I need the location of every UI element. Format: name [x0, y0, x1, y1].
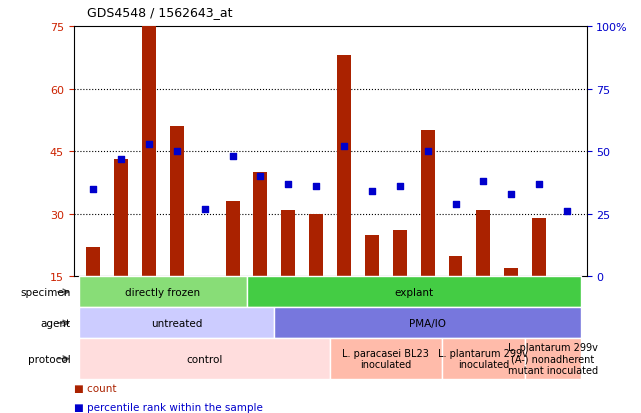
Bar: [442, 339, 525, 379]
Point: [144, 141, 154, 147]
Bar: [365, 235, 379, 277]
Text: directly frozen: directly frozen: [126, 287, 201, 297]
Bar: [525, 339, 581, 379]
Text: untreated: untreated: [151, 318, 203, 328]
Bar: [226, 202, 240, 277]
Point: [255, 173, 265, 180]
Text: L. paracasei BL23
inoculated: L. paracasei BL23 inoculated: [342, 348, 429, 370]
Point: [283, 181, 294, 188]
Text: GDS4548 / 1562643_at: GDS4548 / 1562643_at: [87, 7, 232, 19]
Bar: [170, 127, 184, 277]
Point: [478, 178, 488, 185]
Bar: [281, 210, 296, 277]
Bar: [420, 131, 435, 277]
Bar: [274, 308, 581, 339]
Text: L. plantarum 299v
inoculated: L. plantarum 299v inoculated: [438, 348, 528, 370]
Bar: [393, 231, 407, 277]
Text: specimen: specimen: [20, 287, 71, 297]
Text: L. plantarum 299v
(A-) nonadherent
mutant inoculated: L. plantarum 299v (A-) nonadherent mutan…: [508, 342, 598, 375]
Bar: [114, 160, 128, 277]
Text: control: control: [187, 354, 223, 364]
Bar: [476, 210, 490, 277]
Point: [451, 201, 461, 208]
Point: [339, 143, 349, 150]
Text: protocol: protocol: [28, 354, 71, 364]
Point: [88, 186, 98, 192]
Text: agent: agent: [40, 318, 71, 328]
Point: [199, 206, 210, 213]
Bar: [309, 214, 323, 277]
Point: [422, 149, 433, 155]
Bar: [504, 268, 518, 277]
Text: PMA/IO: PMA/IO: [409, 318, 446, 328]
Point: [311, 183, 321, 190]
Point: [172, 149, 182, 155]
Point: [562, 209, 572, 215]
Bar: [87, 247, 100, 277]
Bar: [330, 339, 442, 379]
Bar: [79, 277, 247, 308]
Bar: [247, 277, 581, 308]
Bar: [142, 27, 156, 277]
Bar: [449, 256, 463, 277]
Text: ■ percentile rank within the sample: ■ percentile rank within the sample: [74, 401, 263, 412]
Point: [367, 188, 377, 195]
Point: [534, 181, 544, 188]
Bar: [79, 339, 330, 379]
Point: [228, 154, 238, 160]
Text: ■ count: ■ count: [74, 383, 116, 393]
Point: [506, 191, 517, 197]
Bar: [337, 56, 351, 277]
Point: [116, 156, 126, 163]
Bar: [79, 308, 274, 339]
Bar: [532, 218, 546, 277]
Point: [395, 183, 405, 190]
Bar: [253, 173, 267, 277]
Text: explant: explant: [394, 287, 433, 297]
